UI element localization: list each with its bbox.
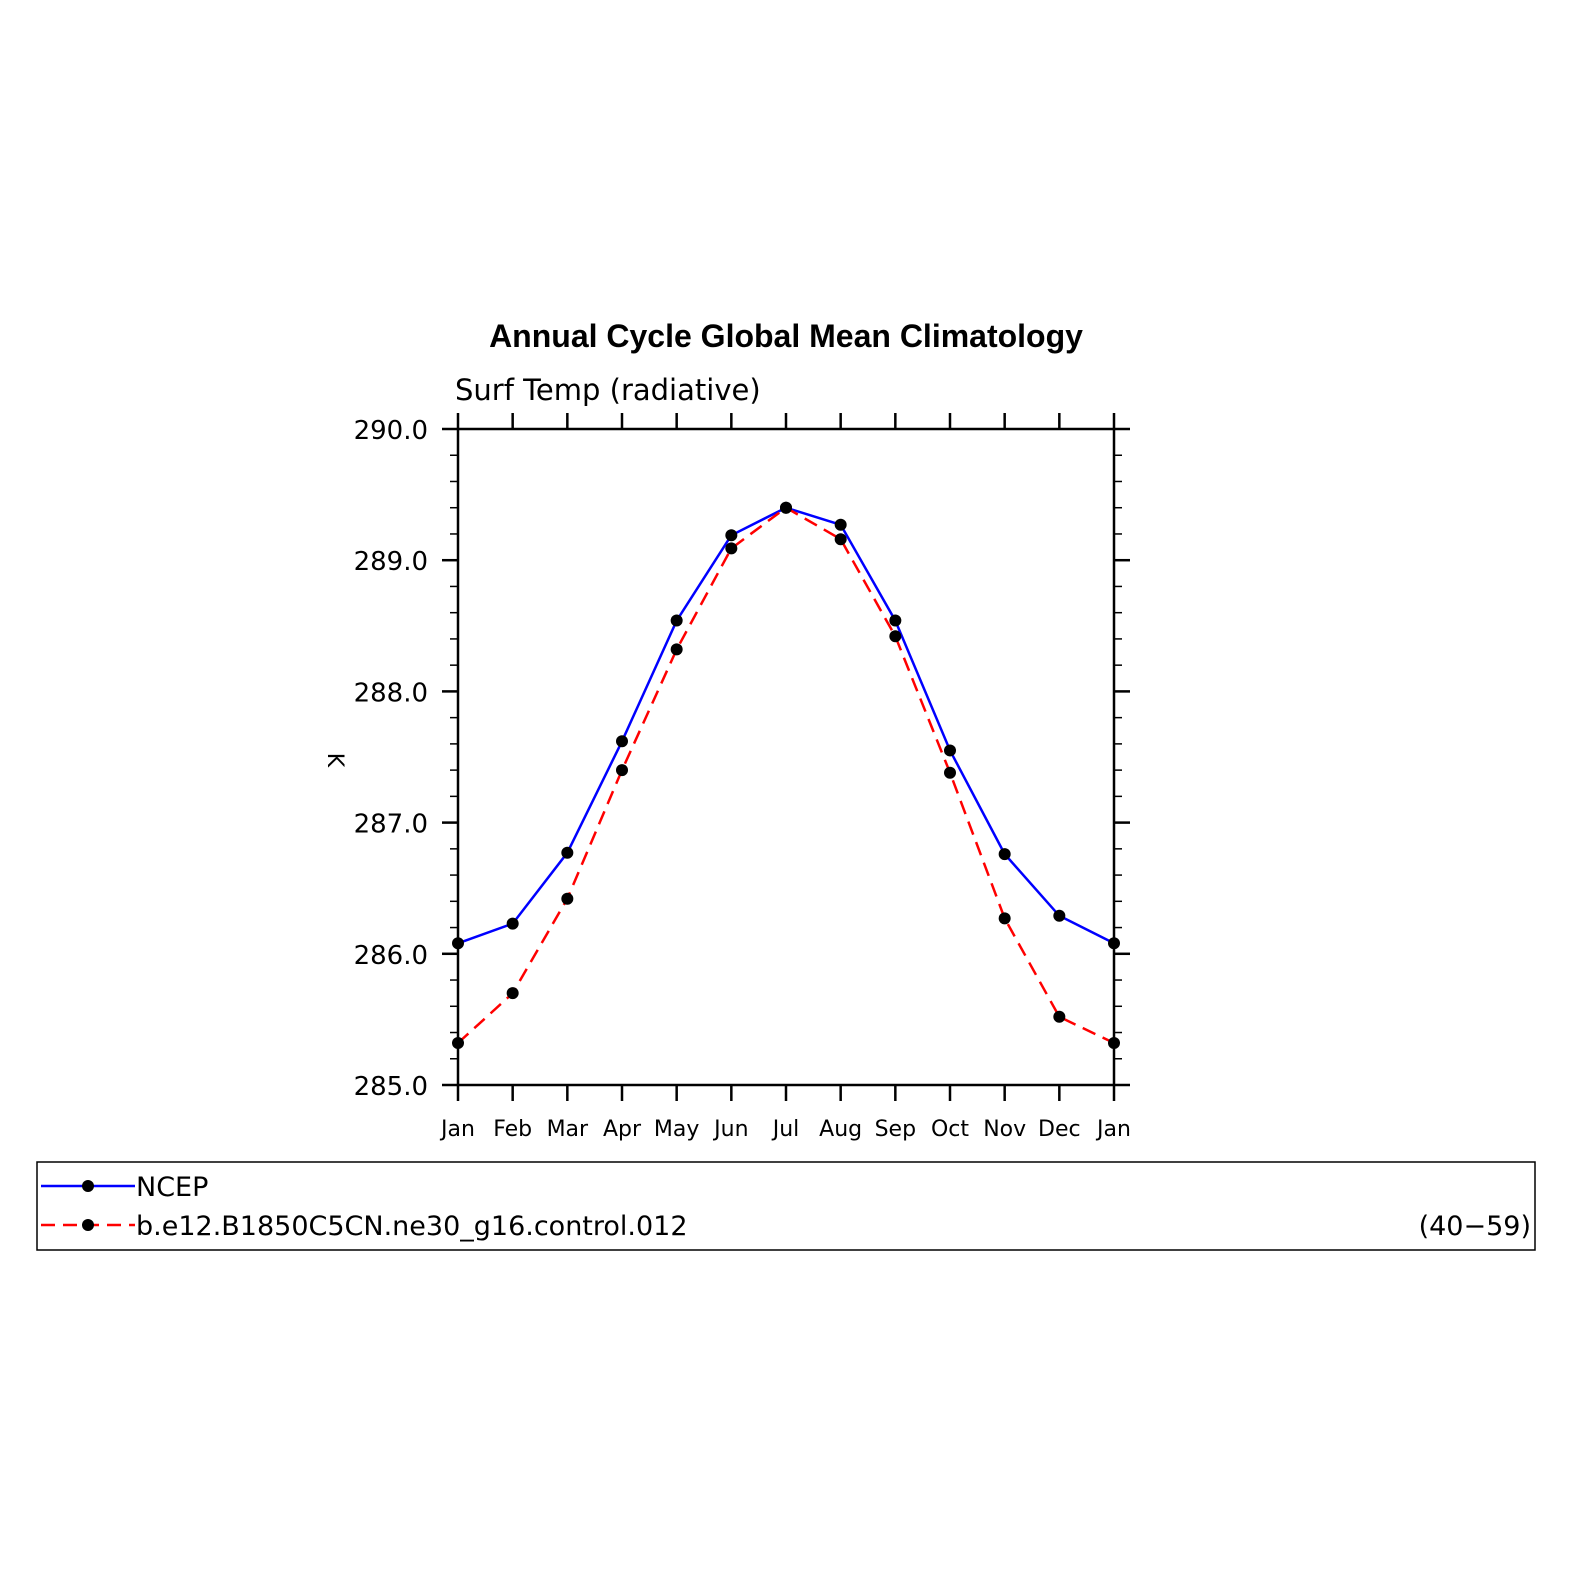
series-1-point bbox=[616, 764, 628, 777]
series-0-point bbox=[616, 735, 628, 748]
series-1-point bbox=[998, 912, 1011, 925]
plot-frame bbox=[456, 427, 1116, 1087]
series-0-point bbox=[452, 937, 464, 950]
x-tick-label: Nov bbox=[983, 1117, 1026, 1142]
series-line-1 bbox=[457, 506, 1115, 1045]
series-1-point bbox=[452, 1037, 464, 1050]
legend-box bbox=[36, 1161, 1536, 1251]
x-tick-label: Jan bbox=[1095, 1117, 1131, 1142]
y-tick-label: 286.0 bbox=[354, 941, 428, 971]
chart-subtitle: Surf Temp (radiative) bbox=[455, 373, 761, 407]
series-0-point bbox=[561, 846, 574, 859]
y-tick-label: 290.0 bbox=[354, 416, 428, 446]
y-tick-label: 285.0 bbox=[354, 1072, 428, 1102]
series-1-point bbox=[834, 533, 847, 546]
legend: NCEP b.e12.B1850C5CN.ne30_g16.control.01… bbox=[36, 1161, 1536, 1251]
x-tick-label: Feb bbox=[493, 1117, 532, 1142]
x-tick-label: Sep bbox=[875, 1117, 916, 1142]
x-tick-label: Jul bbox=[771, 1117, 800, 1142]
series-0-point bbox=[725, 529, 738, 542]
series-1-point bbox=[780, 501, 792, 514]
axes: 285.0 286.0 287.0 288.0 289.0 290.0 Jan Feb Mar A… bbox=[354, 413, 1131, 1142]
x-tick-label: May bbox=[654, 1117, 699, 1142]
x-tick-label: Jan bbox=[439, 1117, 475, 1142]
series-1-point bbox=[561, 892, 574, 905]
x-tick-label: Oct bbox=[931, 1117, 969, 1142]
series-0-point bbox=[670, 614, 683, 627]
x-tick-label: Dec bbox=[1038, 1117, 1081, 1142]
series-0-point bbox=[506, 917, 519, 930]
series-1-point bbox=[1053, 1010, 1066, 1023]
series-1-point bbox=[725, 542, 738, 555]
series-0-point bbox=[834, 518, 847, 531]
series-0-point bbox=[1053, 909, 1066, 922]
legend-marker-model bbox=[82, 1219, 94, 1231]
series-0-point bbox=[944, 744, 956, 757]
series-0-point bbox=[889, 614, 902, 627]
x-tick-label: Mar bbox=[547, 1117, 589, 1142]
series-1-point bbox=[944, 766, 956, 779]
y-tick-label: 287.0 bbox=[354, 810, 428, 840]
y-axis-label: K bbox=[322, 753, 347, 768]
series-1-point bbox=[670, 643, 683, 656]
legend-label-ncep: NCEP bbox=[136, 1172, 208, 1203]
legend-marker-ncep bbox=[82, 1180, 94, 1192]
series-0-point bbox=[1108, 937, 1120, 950]
y-tick-label: 289.0 bbox=[354, 547, 428, 577]
series-0-point bbox=[998, 848, 1011, 861]
y-tick-label: 288.0 bbox=[354, 678, 428, 708]
series-1-point bbox=[889, 630, 902, 643]
x-tick-label: Apr bbox=[603, 1117, 642, 1142]
legend-label-model: b.e12.B1850C5CN.ne30_g16.control.012 bbox=[136, 1211, 688, 1242]
x-tick-label: Aug bbox=[819, 1117, 862, 1142]
series-layer bbox=[452, 501, 1120, 1050]
series-line-0 bbox=[457, 506, 1115, 945]
chart-title: Annual Cycle Global Mean Climatology bbox=[489, 318, 1083, 354]
legend-years: (40−59) bbox=[1419, 1211, 1531, 1242]
series-1-point bbox=[506, 987, 519, 1000]
series-1-point bbox=[1108, 1037, 1120, 1050]
x-tick-label: Jun bbox=[712, 1117, 748, 1142]
